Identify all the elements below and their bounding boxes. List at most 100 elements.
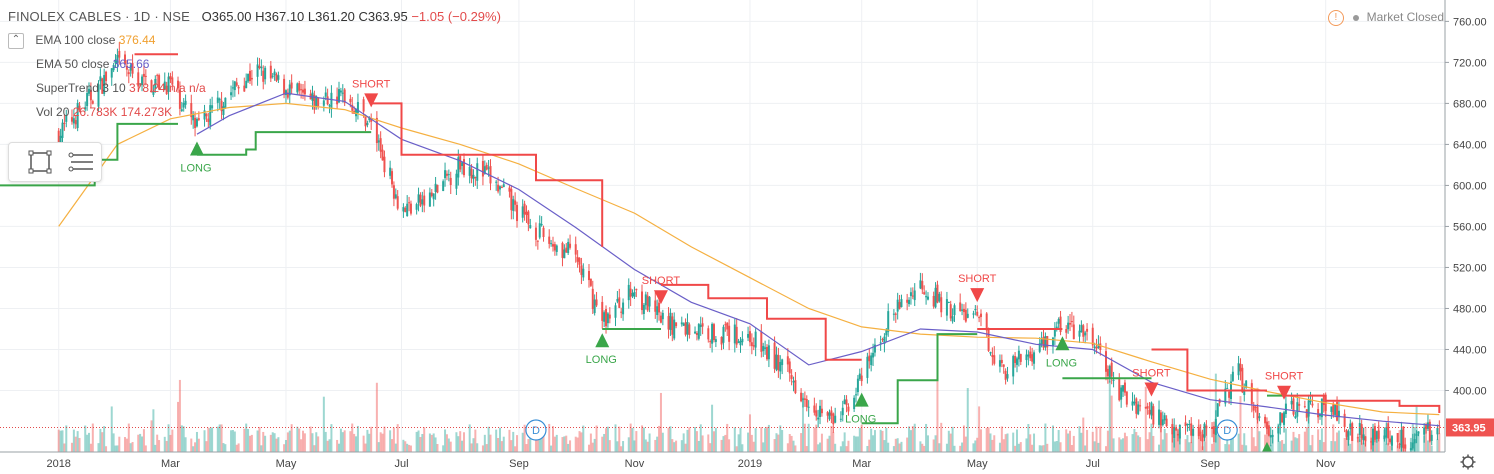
candle-body	[245, 80, 248, 89]
dividend-marker[interactable]: D	[525, 419, 547, 441]
legend-volume[interactable]: Vol 20 26.783K 174.273K	[36, 105, 172, 119]
volume-bar	[767, 424, 770, 452]
volume-bar	[156, 434, 159, 452]
high-value: H367.10	[255, 9, 305, 24]
long-signal-label: LONG	[1046, 357, 1077, 369]
candle-body	[377, 140, 380, 143]
volume-bar	[1057, 430, 1060, 452]
candle-body	[366, 122, 369, 126]
candle-body	[167, 76, 170, 92]
candle-body	[1319, 414, 1322, 417]
candle-body	[777, 354, 780, 371]
short-arrow-icon	[1144, 382, 1159, 397]
volume-bar	[1375, 438, 1378, 452]
x-tick-label: May	[276, 458, 297, 470]
candle-body	[379, 138, 382, 152]
volume-bar	[1216, 435, 1219, 452]
candle-body	[218, 98, 221, 101]
volume-bar	[1279, 441, 1282, 452]
candle-body	[964, 309, 967, 322]
volume-bar	[110, 406, 113, 452]
volume-bar	[497, 437, 500, 452]
collapse-icon[interactable]: ⌃	[8, 33, 24, 49]
candle-body	[1398, 443, 1401, 445]
candle-body	[1212, 426, 1215, 434]
volume-bar	[1015, 429, 1018, 452]
candle-body	[555, 245, 558, 252]
dividend-marker[interactable]: D	[1216, 419, 1238, 441]
supertrend-segment	[371, 102, 604, 247]
volume-bar	[470, 443, 473, 452]
candle-body	[976, 311, 979, 316]
volume-bar	[84, 425, 87, 452]
candle-body	[495, 181, 498, 183]
x-axis: 2018 Mar May Jul Sep Nov 2019 Mar May Jul Sep Nov	[0, 451, 1494, 474]
legend-supertrend[interactable]: SuperTrend 3 10 378.24 n/a n/a	[36, 81, 206, 95]
candle-body	[764, 347, 767, 349]
volume-bar	[353, 433, 356, 452]
symbol-title[interactable]: FINOLEX CABLES · 1D · NSE	[8, 9, 190, 24]
candle-body	[1015, 358, 1018, 365]
candle-body	[230, 92, 233, 96]
volume-bar	[1224, 444, 1227, 452]
candle-body	[675, 322, 678, 327]
select-rectangle-icon[interactable]	[28, 150, 52, 174]
volume-bar	[1309, 445, 1312, 452]
legend-ema100[interactable]: ⌃ EMA 100 close 376.44	[8, 33, 155, 49]
warning-icon[interactable]: !	[1327, 10, 1344, 26]
volume-bar	[1112, 438, 1115, 452]
candle-body	[826, 412, 829, 416]
volume-bar	[1307, 399, 1310, 452]
volume-bar	[1269, 445, 1272, 452]
volume-bar	[669, 426, 672, 452]
candle-body	[72, 118, 75, 124]
legend-ema100-label: EMA 100 close	[35, 33, 116, 48]
volume-bar	[1144, 386, 1147, 452]
candle-body	[394, 194, 397, 199]
volume-bar	[964, 436, 967, 452]
candle-body	[248, 70, 251, 82]
candle-body	[635, 288, 638, 291]
candle-body	[290, 82, 293, 89]
list-icon[interactable]	[68, 152, 93, 172]
short-signal-label: SHORT	[642, 275, 681, 287]
volume-bar	[580, 432, 583, 452]
volume-bar	[659, 392, 662, 452]
candle-body	[1283, 412, 1286, 425]
volume-bar	[747, 432, 750, 452]
volume-bar	[235, 444, 238, 452]
candle-body	[883, 336, 886, 344]
volume-bar	[856, 436, 859, 452]
market-status[interactable]: ! Market Closed	[1327, 10, 1444, 26]
y-axis-bg	[1445, 0, 1494, 474]
volume-bar	[1283, 443, 1286, 452]
volume-bar	[1332, 424, 1335, 452]
volume-bar	[976, 437, 979, 452]
candle-body	[142, 73, 145, 77]
volume-bar	[521, 432, 524, 452]
settings-icon[interactable]	[1460, 454, 1476, 470]
volume-bar	[1218, 427, 1221, 452]
volume-bar	[432, 433, 435, 452]
volume-bar	[381, 433, 384, 452]
candle-body	[1390, 436, 1393, 446]
supertrend-segment	[1151, 348, 1267, 392]
candle-body	[1332, 404, 1335, 415]
candle-body	[760, 331, 763, 352]
candle-body	[1184, 422, 1187, 427]
volume-bar	[764, 428, 767, 452]
legend-ema50[interactable]: EMA 50 close 365.66	[36, 57, 149, 71]
legend-supertrend-value: 378.24 n/a n/a	[128, 81, 206, 95]
candle-body	[1413, 439, 1416, 444]
candle-body	[474, 177, 477, 179]
volume-bar	[1025, 438, 1028, 452]
candle-body	[235, 82, 238, 86]
candle-body	[671, 316, 674, 335]
volume-bar	[1229, 430, 1232, 452]
candle-body	[873, 344, 876, 353]
volume-bar	[1334, 441, 1337, 452]
volume-bar	[654, 439, 657, 452]
x-tick-label: Mar	[161, 458, 180, 470]
volume-bar	[656, 436, 659, 452]
